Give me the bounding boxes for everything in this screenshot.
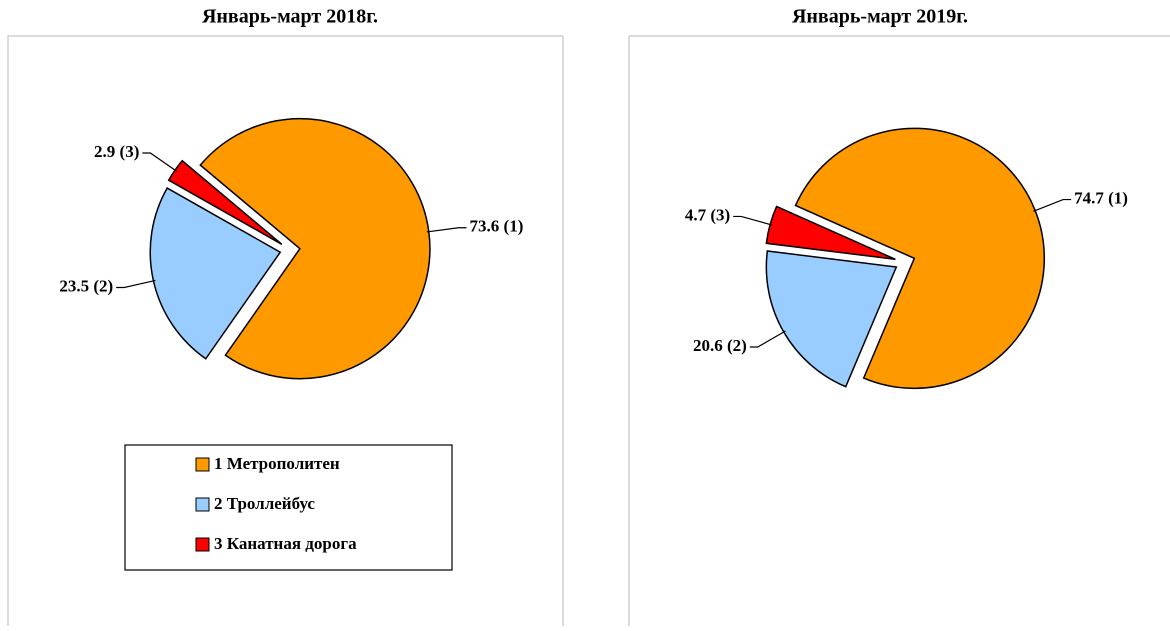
data-label: 2.9 (3) xyxy=(94,142,139,161)
leader-line xyxy=(749,330,786,348)
legend-swatch xyxy=(195,457,210,472)
panel-frame xyxy=(7,35,564,626)
data-label: 74.7 (1) xyxy=(1074,188,1128,207)
chart-title: Январь-март 2019г. xyxy=(792,6,968,28)
leader-line xyxy=(142,152,177,172)
legend-label: 1 Метрополитен xyxy=(214,454,340,473)
legend-label: 3 Канатная дорога xyxy=(214,534,357,553)
legend-label: 2 Троллейбус xyxy=(214,494,315,513)
leader-line xyxy=(426,227,467,233)
data-label: 23.5 (2) xyxy=(59,276,113,295)
panel-frame xyxy=(628,35,1170,626)
leader-line xyxy=(116,279,156,289)
data-label: 20.6 (2) xyxy=(693,336,747,355)
legend-swatch xyxy=(195,497,210,512)
leader-line xyxy=(1033,198,1072,212)
data-label: 4.7 (3) xyxy=(685,205,730,224)
data-label: 73.6 (1) xyxy=(470,217,524,236)
leader-line xyxy=(733,215,773,226)
legend-box xyxy=(124,444,453,571)
legend-swatch xyxy=(195,537,210,552)
chart-title: Январь-март 2018г. xyxy=(202,6,378,28)
